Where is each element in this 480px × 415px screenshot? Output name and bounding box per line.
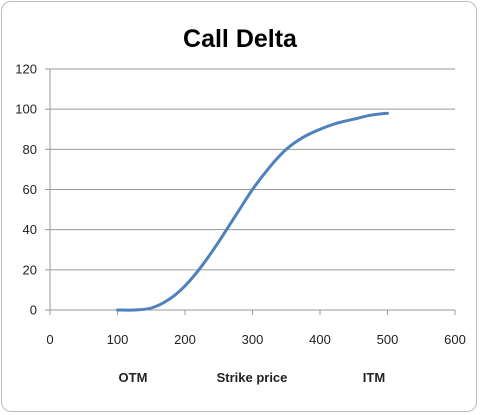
chart-title: Call Delta: [183, 25, 298, 53]
y-tick-label: 20: [23, 262, 37, 277]
x-tick-labels: 0 100 200 300 400 500 600: [46, 332, 465, 347]
x-tick-label: 100: [107, 332, 129, 347]
x-annotations: OTM Strike price ITM: [119, 370, 386, 385]
annotation-itm: ITM: [363, 370, 385, 385]
series-group: [116, 111, 389, 312]
y-tick-label: 80: [23, 142, 37, 157]
y-tick-label: 120: [15, 62, 37, 77]
y-tick-labels: 0 20 40 60 80 100 120: [15, 62, 37, 318]
x-tick-label: 500: [377, 332, 399, 347]
x-tick-label: 600: [444, 332, 466, 347]
x-tick-label: 200: [174, 332, 196, 347]
annotation-otm: OTM: [119, 370, 148, 385]
y-tick-label: 0: [30, 303, 37, 318]
y-tick-label: 40: [23, 222, 37, 237]
series-line-call-delta: [116, 111, 389, 312]
x-tick-label: 300: [242, 332, 264, 347]
x-tick-label: 0: [46, 332, 53, 347]
annotation-strike-price: Strike price: [217, 370, 288, 385]
y-tick-label: 60: [23, 182, 37, 197]
x-tick-label: 400: [309, 332, 331, 347]
y-tick-label: 100: [15, 102, 37, 117]
